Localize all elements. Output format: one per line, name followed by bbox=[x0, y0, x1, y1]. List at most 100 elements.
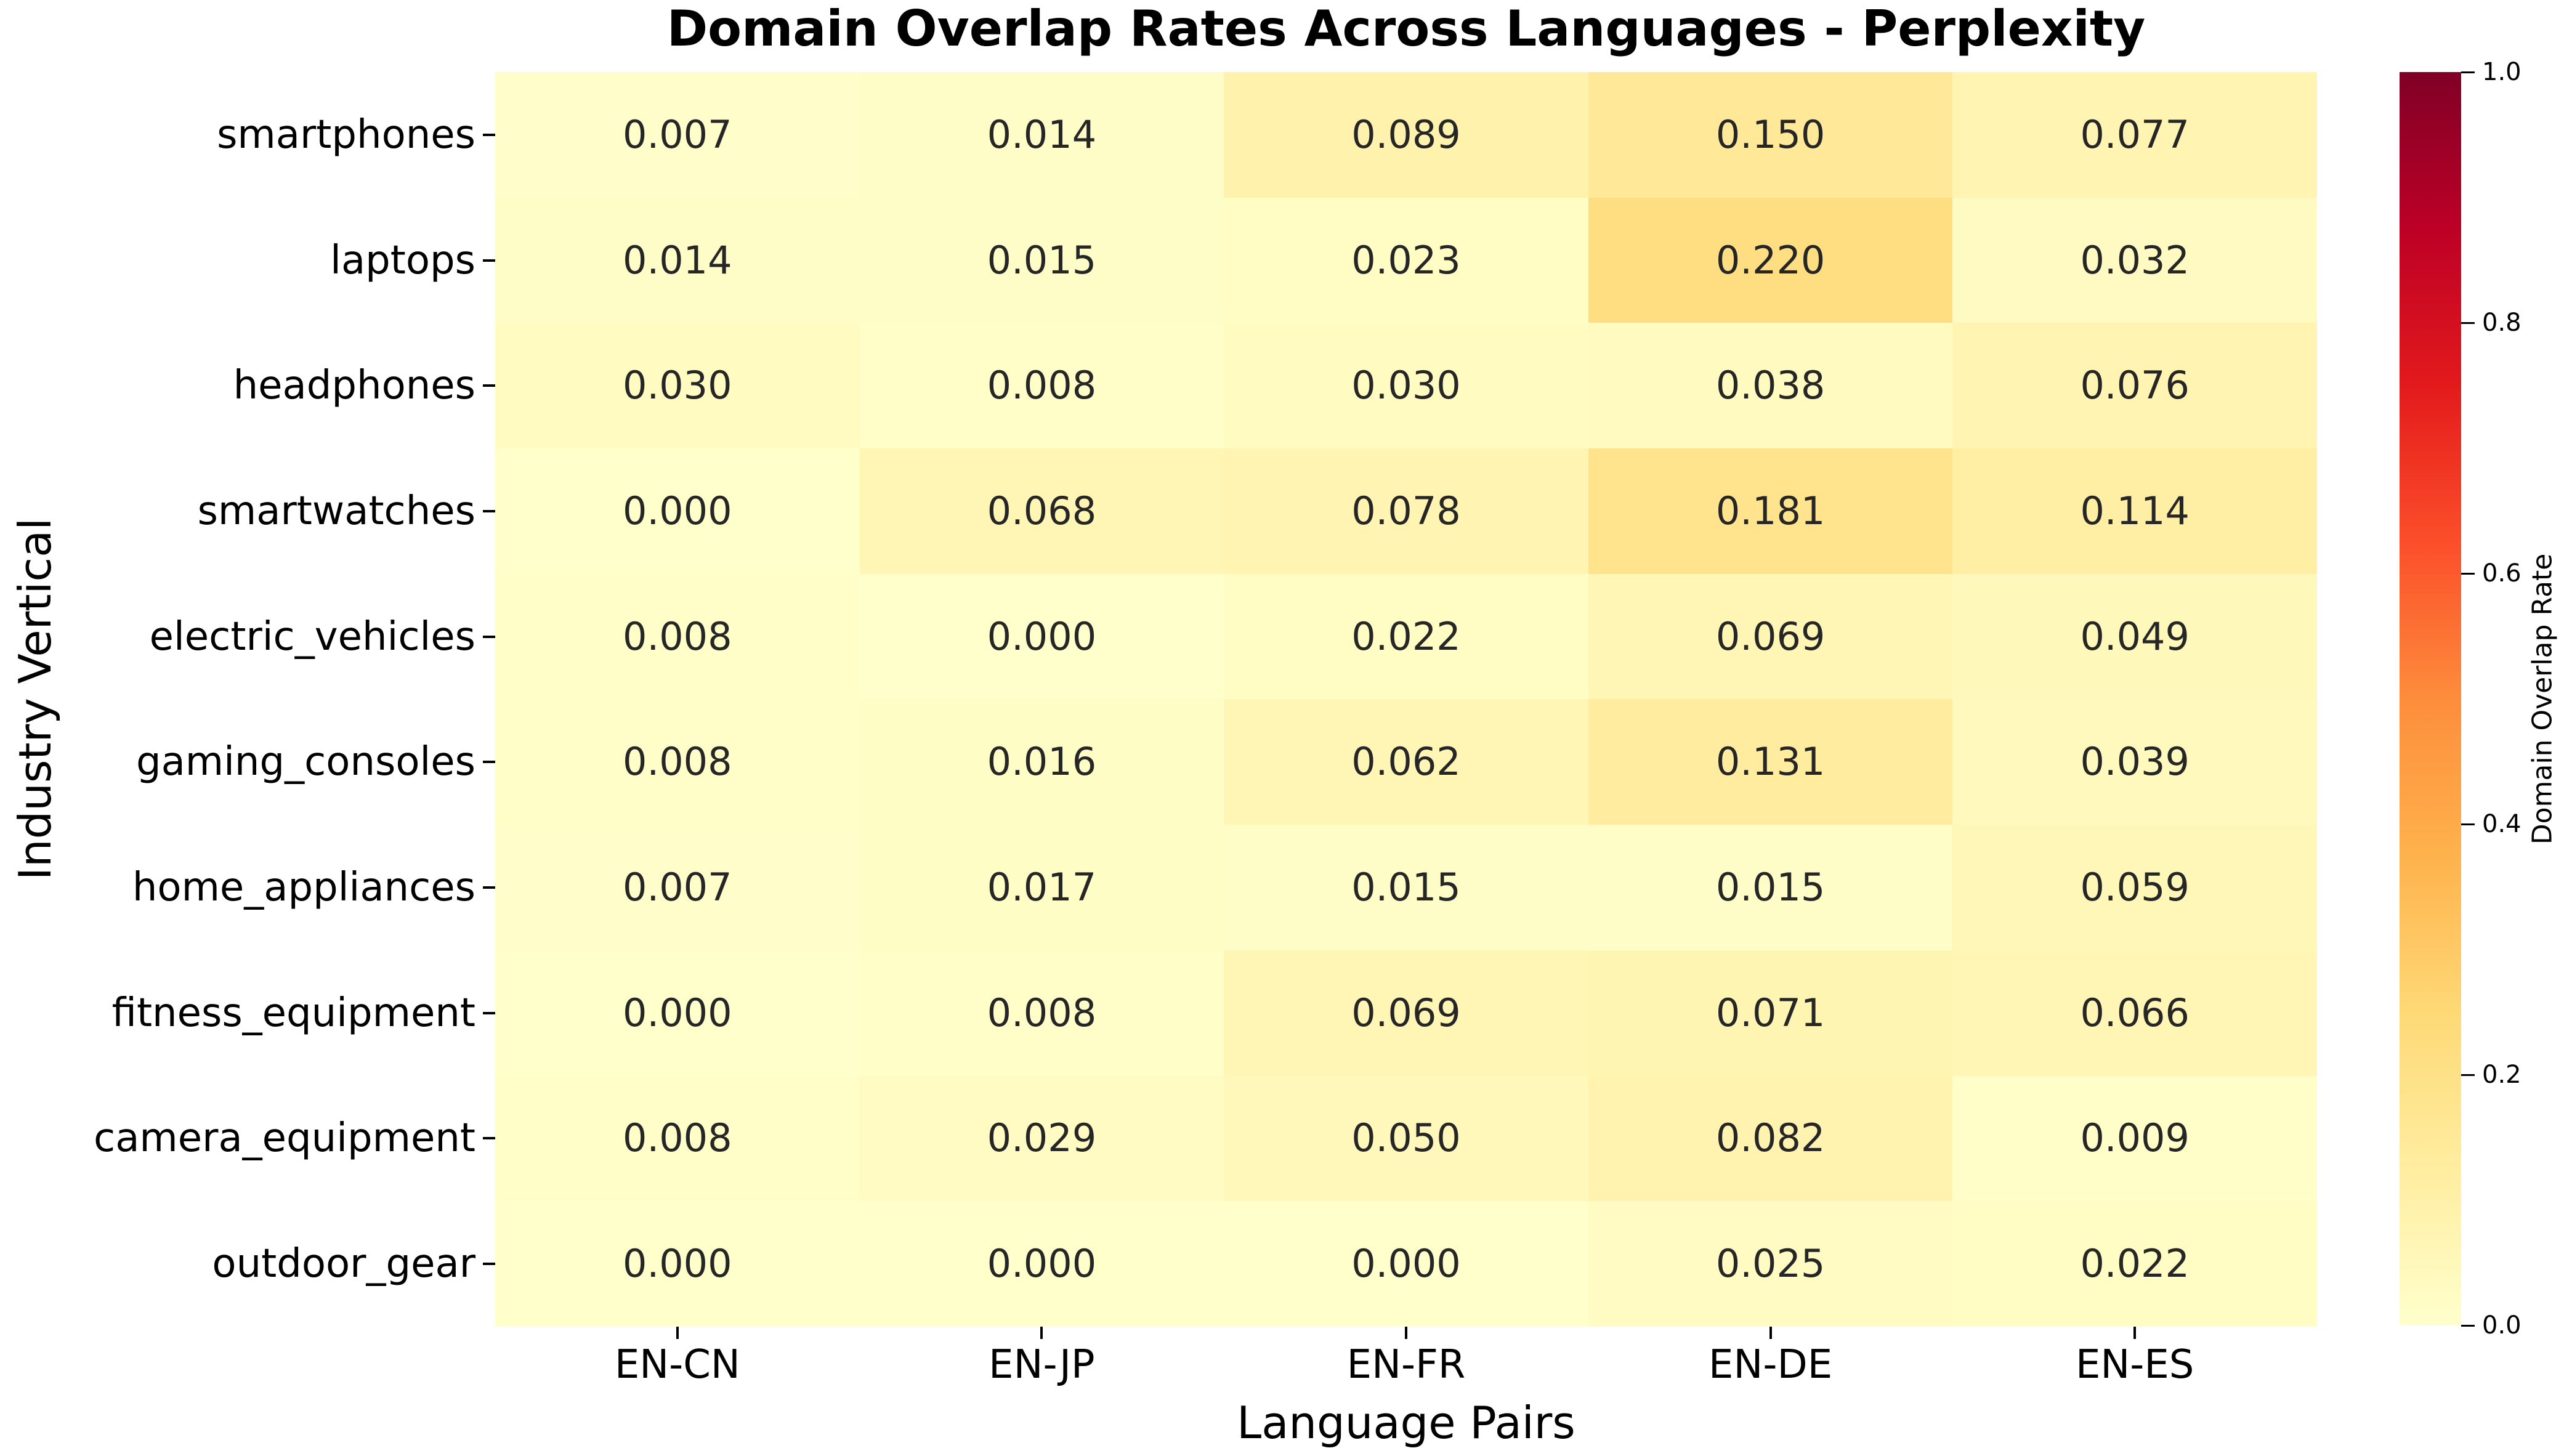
x-tick-mark bbox=[676, 1327, 679, 1339]
cell-value: 0.000 bbox=[623, 1241, 732, 1287]
heatmap-cell-electric_vehicles-EN-JP: 0.000 bbox=[859, 573, 1224, 700]
cell-value: 0.089 bbox=[1351, 111, 1461, 157]
colorbar-tick-label-0.2: 0.2 bbox=[2482, 1061, 2521, 1089]
cell-value: 0.007 bbox=[623, 111, 732, 157]
heatmap-cell-gaming_consoles-EN-JP: 0.016 bbox=[859, 699, 1224, 825]
y-tick-label-fitness_equipment: fitness_equipment bbox=[111, 990, 475, 1036]
cell-value: 0.062 bbox=[1351, 739, 1461, 785]
cell-value: 0.000 bbox=[987, 613, 1097, 659]
x-tick-mark bbox=[2133, 1327, 2137, 1339]
cell-value: 0.016 bbox=[987, 739, 1097, 785]
y-tick-mark bbox=[483, 1263, 495, 1266]
cell-value: 0.023 bbox=[1351, 237, 1461, 283]
y-tick-mark bbox=[483, 133, 495, 136]
heatmap-cell-smartwatches-EN-JP: 0.068 bbox=[859, 448, 1224, 574]
colorbar-title-text: Domain Overlap Rate bbox=[2526, 553, 2558, 845]
cell-value: 0.008 bbox=[623, 1115, 732, 1161]
heatmap-cell-smartphones-EN-DE: 0.150 bbox=[1588, 72, 1953, 198]
cell-value: 0.076 bbox=[2080, 363, 2190, 408]
cell-value: 0.039 bbox=[2080, 739, 2190, 785]
heatmap-cell-smartwatches-EN-FR: 0.078 bbox=[1224, 448, 1588, 574]
cell-value: 0.008 bbox=[623, 613, 732, 659]
heatmap-cell-home_appliances-EN-JP: 0.017 bbox=[859, 825, 1224, 950]
cell-value: 0.007 bbox=[623, 865, 732, 910]
cell-value: 0.000 bbox=[623, 990, 732, 1035]
cell-value: 0.082 bbox=[1715, 1115, 1826, 1161]
heatmap-cell-home_appliances-EN-CN: 0.007 bbox=[495, 825, 860, 950]
cell-value: 0.038 bbox=[1715, 363, 1826, 408]
heatmap-cell-camera_equipment-EN-ES: 0.009 bbox=[1952, 1075, 2317, 1202]
cell-value: 0.000 bbox=[987, 1241, 1097, 1287]
heatmap-cell-fitness_equipment-EN-DE: 0.071 bbox=[1588, 950, 1953, 1076]
heatmap-cell-outdoor_gear-EN-ES: 0.022 bbox=[1952, 1201, 2317, 1327]
colorbar-tick-label-0.4: 0.4 bbox=[2482, 810, 2521, 838]
cell-value: 0.014 bbox=[987, 111, 1097, 157]
cell-value: 0.022 bbox=[2080, 1241, 2190, 1287]
y-tick-label-headphones: headphones bbox=[233, 363, 475, 409]
y-tick-label-home_appliances: home_appliances bbox=[132, 865, 475, 911]
heatmap-cell-laptops-EN-ES: 0.032 bbox=[1952, 197, 2317, 323]
heatmap-cell-smartwatches-EN-CN: 0.000 bbox=[495, 448, 860, 574]
heatmap-cell-smartphones-EN-CN: 0.007 bbox=[495, 72, 860, 198]
heatmap-cell-electric_vehicles-EN-ES: 0.049 bbox=[1952, 573, 2317, 700]
cell-value: 0.114 bbox=[2080, 488, 2190, 533]
heatmap-cell-fitness_equipment-EN-ES: 0.066 bbox=[1952, 950, 2317, 1076]
cell-value: 0.050 bbox=[1351, 1115, 1461, 1161]
y-axis-title-text: Industry Vertical bbox=[9, 517, 61, 881]
colorbar-tick-label-1.0: 1.0 bbox=[2482, 58, 2521, 86]
cell-value: 0.009 bbox=[2080, 1115, 2190, 1161]
heatmap-cell-smartphones-EN-ES: 0.077 bbox=[1952, 72, 2317, 198]
cell-value: 0.049 bbox=[2080, 613, 2190, 659]
y-tick-mark bbox=[483, 384, 495, 387]
heatmap-cell-home_appliances-EN-ES: 0.059 bbox=[1952, 825, 2317, 950]
heatmap-cell-gaming_consoles-EN-CN: 0.008 bbox=[495, 699, 860, 825]
x-tick-mark bbox=[1769, 1327, 1772, 1339]
cell-value: 0.000 bbox=[1351, 1241, 1461, 1287]
heatmap-cell-laptops-EN-FR: 0.023 bbox=[1224, 197, 1588, 323]
cell-value: 0.017 bbox=[987, 865, 1097, 910]
cell-value: 0.181 bbox=[1715, 488, 1826, 533]
heatmap-cell-outdoor_gear-EN-CN: 0.000 bbox=[495, 1201, 860, 1327]
cell-value: 0.032 bbox=[2080, 237, 2190, 283]
y-tick-mark bbox=[483, 761, 495, 764]
cell-value: 0.071 bbox=[1715, 990, 1826, 1035]
y-tick-mark bbox=[483, 1137, 495, 1140]
cell-value: 0.131 bbox=[1715, 739, 1826, 785]
heatmap-cell-electric_vehicles-EN-FR: 0.022 bbox=[1224, 573, 1588, 700]
heatmap-cell-headphones-EN-JP: 0.008 bbox=[859, 323, 1224, 449]
y-tick-mark bbox=[483, 635, 495, 638]
y-tick-label-camera_equipment: camera_equipment bbox=[94, 1115, 475, 1162]
x-tick-label-EN-JP: EN-JP bbox=[989, 1342, 1095, 1388]
cell-value: 0.015 bbox=[1715, 865, 1826, 910]
heatmap-cell-outdoor_gear-EN-JP: 0.000 bbox=[859, 1201, 1224, 1327]
heatmap-cell-gaming_consoles-EN-DE: 0.131 bbox=[1588, 699, 1953, 825]
heatmap-cell-headphones-EN-CN: 0.030 bbox=[495, 323, 860, 449]
cell-value: 0.008 bbox=[623, 739, 732, 785]
cell-value: 0.066 bbox=[2080, 990, 2190, 1035]
heatmap-cell-smartphones-EN-FR: 0.089 bbox=[1224, 72, 1588, 198]
cell-value: 0.014 bbox=[623, 237, 732, 283]
cell-value: 0.078 bbox=[1351, 488, 1461, 533]
cell-value: 0.000 bbox=[623, 488, 732, 533]
heatmap-cell-gaming_consoles-EN-ES: 0.039 bbox=[1952, 699, 2317, 825]
heatmap-cell-headphones-EN-ES: 0.076 bbox=[1952, 323, 2317, 449]
heatmap-cell-outdoor_gear-EN-DE: 0.025 bbox=[1588, 1201, 1953, 1327]
colorbar-tick-label-0.8: 0.8 bbox=[2482, 309, 2521, 337]
cell-value: 0.030 bbox=[623, 363, 732, 408]
y-tick-label-smartwatches: smartwatches bbox=[197, 488, 475, 534]
cell-value: 0.077 bbox=[2080, 111, 2190, 157]
cell-value: 0.022 bbox=[1351, 613, 1461, 659]
x-axis-title: Language Pairs bbox=[1237, 1397, 1575, 1449]
x-tick-label-EN-DE: EN-DE bbox=[1709, 1342, 1833, 1388]
x-tick-label-EN-ES: EN-ES bbox=[2075, 1342, 2194, 1388]
heatmap-cell-fitness_equipment-EN-FR: 0.069 bbox=[1224, 950, 1588, 1076]
x-tick-label-EN-CN: EN-CN bbox=[614, 1342, 740, 1388]
heatmap-cell-headphones-EN-DE: 0.038 bbox=[1588, 323, 1953, 449]
y-tick-mark bbox=[483, 509, 495, 512]
y-tick-mark bbox=[483, 259, 495, 262]
cell-value: 0.150 bbox=[1715, 111, 1826, 157]
heatmap-cell-camera_equipment-EN-JP: 0.029 bbox=[859, 1075, 1224, 1202]
x-tick-label-EN-FR: EN-FR bbox=[1346, 1342, 1466, 1388]
colorbar-tick-mark bbox=[2461, 71, 2475, 73]
